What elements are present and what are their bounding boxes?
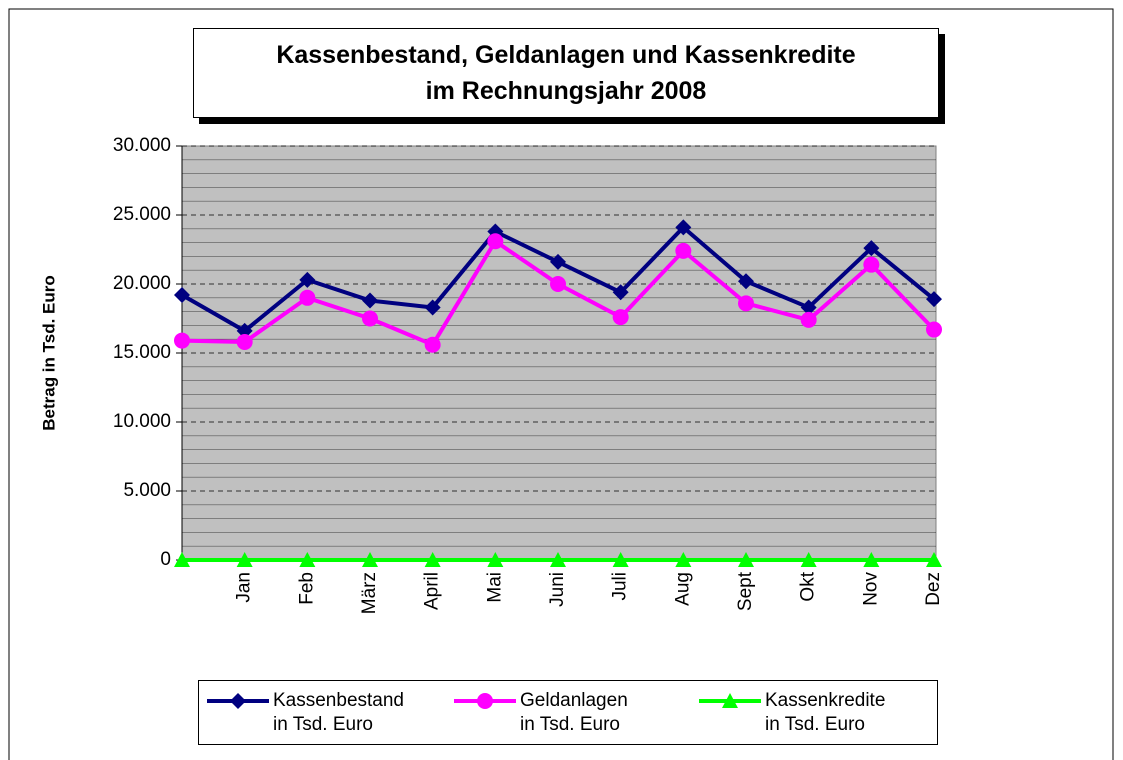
y-tick-label: 30.000 [113, 135, 171, 156]
marker [424, 299, 441, 316]
legend-label: Geldanlagen in Tsd. Euro [520, 690, 628, 735]
marker [612, 309, 629, 326]
marker [738, 273, 754, 290]
x-tick-label: Aug [672, 572, 693, 606]
marker [299, 552, 316, 567]
y-axis-label: Betrag in Tsd. Euro [39, 275, 58, 431]
marker [362, 310, 378, 327]
marker [675, 242, 692, 259]
marker [863, 240, 880, 257]
marker [926, 291, 942, 308]
marker [174, 332, 190, 349]
legend-swatch [699, 693, 761, 708]
y-tick-label: 10.000 [113, 411, 171, 432]
y-tick-label: 20.000 [113, 273, 171, 294]
marker [230, 693, 246, 709]
x-tick-label: Juni [547, 572, 568, 607]
marker [362, 292, 378, 309]
x-tick-label: Feb [296, 572, 317, 605]
marker [550, 253, 566, 270]
marker [550, 276, 566, 292]
marker [236, 322, 253, 339]
marker [487, 233, 504, 250]
marker [863, 552, 880, 567]
chart-border [8, 8, 1114, 760]
legend-label: Kassenkredite in Tsd. Euro [765, 690, 886, 735]
x-tick-label: Okt [798, 571, 819, 601]
y-tick-label: 15.000 [113, 342, 171, 363]
marker [675, 552, 692, 567]
marker [550, 552, 566, 567]
x-tick-label: Juli [610, 572, 631, 601]
x-tick-label: Jan [234, 572, 255, 603]
marker [236, 333, 253, 350]
marker [362, 552, 378, 567]
legend-label: Kassenbestand in Tsd. Euro [273, 690, 404, 735]
marker [738, 295, 754, 312]
x-tick-label: Dez [923, 572, 944, 606]
marker [424, 336, 441, 353]
x-tick-label: April [422, 572, 443, 610]
y-tick-label: 25.000 [113, 204, 171, 225]
x-tick-label: März [359, 572, 380, 614]
y-tick-label: 5.000 [123, 480, 171, 501]
marker [236, 552, 253, 567]
marker [612, 552, 629, 567]
chart-title: Kassenbestand, Geldanlagen und Kassenkre… [193, 28, 939, 118]
marker [926, 321, 942, 338]
marker [424, 552, 441, 567]
marker [675, 219, 692, 236]
x-tick-label: Sept [735, 571, 756, 611]
marker [487, 552, 504, 567]
marker [477, 693, 493, 709]
marker [722, 693, 738, 708]
x-tick-label: Nov [860, 572, 881, 606]
legend-swatch [207, 693, 269, 709]
marker [738, 552, 754, 567]
marker [174, 287, 190, 304]
marker [612, 284, 629, 301]
marker [299, 289, 316, 306]
marker [174, 552, 190, 567]
marker [800, 299, 817, 316]
marker [800, 552, 817, 567]
legend-swatch [454, 693, 516, 709]
marker [926, 552, 942, 567]
y-tick-label: 0 [160, 549, 171, 570]
marker [863, 256, 880, 273]
legend: Kassenbestand in Tsd. Euro Geldanlagen in… [198, 680, 938, 745]
marker [299, 271, 316, 288]
marker [800, 311, 817, 328]
x-tick-label: Mai [484, 572, 505, 603]
